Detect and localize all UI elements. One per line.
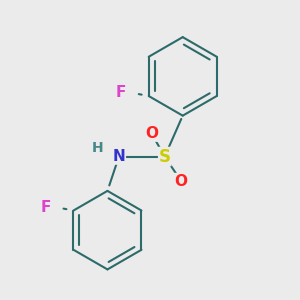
Text: F: F (116, 85, 126, 100)
Text: H: H (92, 141, 103, 155)
Text: O: O (175, 174, 188, 189)
Text: O: O (145, 126, 158, 141)
Text: S: S (159, 148, 171, 166)
Text: N: N (112, 149, 125, 164)
Text: F: F (40, 200, 51, 215)
